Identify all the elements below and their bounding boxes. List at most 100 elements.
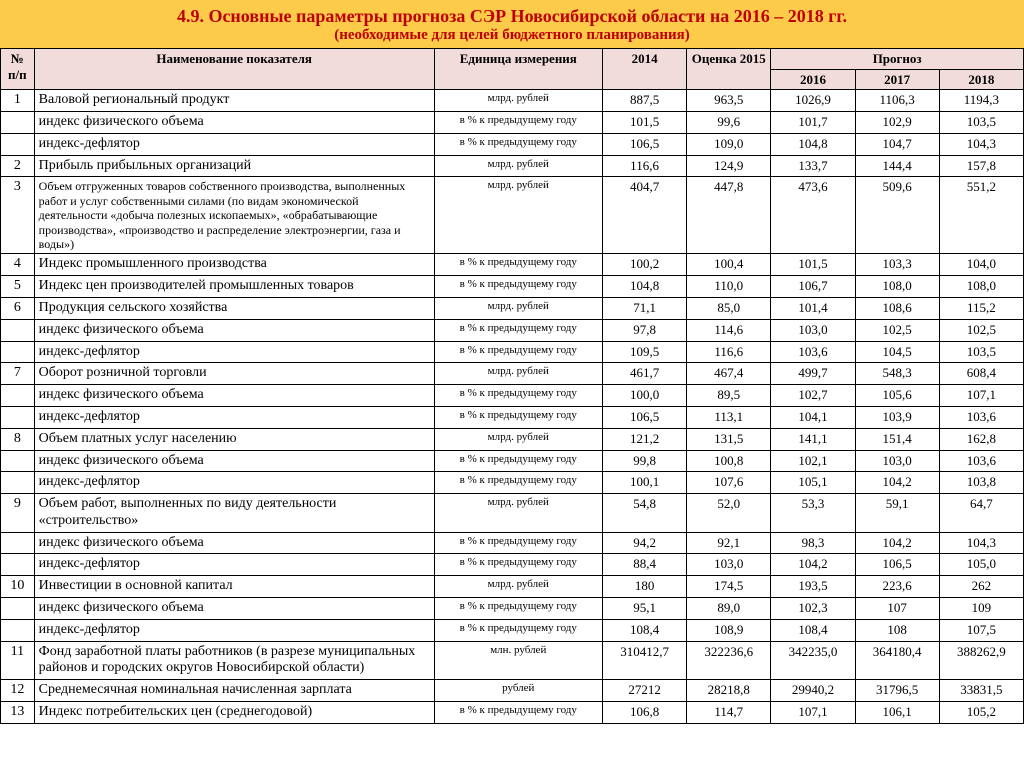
value-cell: 110,0 (687, 276, 771, 298)
indicator-name: Продукция сельского хозяйства (34, 297, 434, 319)
value-cell: 71,1 (602, 297, 686, 319)
col-2014: 2014 (602, 49, 686, 90)
table-row: 4Индекс промышленного производствав % к … (1, 254, 1024, 276)
indicator-name: индекс-дефлятор (34, 406, 434, 428)
value-cell: 104,8 (602, 276, 686, 298)
unit-cell: в % к предыдущему году (434, 598, 602, 620)
row-number (1, 406, 35, 428)
col-unit: Единица измерения (434, 49, 602, 90)
row-number (1, 598, 35, 620)
value-cell: 223,6 (855, 576, 939, 598)
value-cell: 103,9 (855, 406, 939, 428)
indicator-name: индекс-дефлятор (34, 133, 434, 155)
row-number (1, 133, 35, 155)
value-cell: 100,0 (602, 385, 686, 407)
value-cell: 467,4 (687, 363, 771, 385)
unit-cell: млрд. рублей (434, 155, 602, 177)
row-number (1, 450, 35, 472)
value-cell: 107,1 (939, 385, 1023, 407)
indicator-name: индекс-дефлятор (34, 341, 434, 363)
value-cell: 106,7 (771, 276, 855, 298)
unit-cell: в % к предыдущему году (434, 341, 602, 363)
value-cell: 104,2 (771, 554, 855, 576)
row-number: 13 (1, 702, 35, 724)
indicator-name: Среднемесячная номинальная начисленная з… (34, 680, 434, 702)
value-cell: 447,8 (687, 177, 771, 254)
value-cell: 101,4 (771, 297, 855, 319)
table-row: 6Продукция сельского хозяйствамлрд. рубл… (1, 297, 1024, 319)
value-cell: 101,5 (771, 254, 855, 276)
table-row: индекс физического объемав % к предыдуще… (1, 598, 1024, 620)
value-cell: 103,8 (939, 472, 1023, 494)
value-cell: 105,6 (855, 385, 939, 407)
value-cell: 608,4 (939, 363, 1023, 385)
table-row: индекс физического объемав % к предыдуще… (1, 532, 1024, 554)
value-cell: 101,5 (602, 111, 686, 133)
row-number (1, 619, 35, 641)
indicator-name: Оборот розничной торговли (34, 363, 434, 385)
value-cell: 151,4 (855, 428, 939, 450)
value-cell: 88,4 (602, 554, 686, 576)
indicator-name: индекс физического объема (34, 111, 434, 133)
row-number (1, 472, 35, 494)
unit-cell: млн. рублей (434, 641, 602, 680)
value-cell: 102,1 (771, 450, 855, 472)
value-cell: 103,6 (939, 406, 1023, 428)
value-cell: 113,1 (687, 406, 771, 428)
value-cell: 104,5 (855, 341, 939, 363)
indicator-name: индекс физического объема (34, 532, 434, 554)
unit-cell: в % к предыдущему году (434, 385, 602, 407)
page-header: 4.9. Основные параметры прогноза СЭР Нов… (0, 0, 1024, 48)
table-row: индекс-дефляторв % к предыдущему году88,… (1, 554, 1024, 576)
value-cell: 887,5 (602, 90, 686, 112)
value-cell: 108,4 (602, 619, 686, 641)
value-cell: 89,0 (687, 598, 771, 620)
col-2017: 2017 (855, 69, 939, 90)
value-cell: 548,3 (855, 363, 939, 385)
table-row: индекс-дефляторв % к предыдущему году100… (1, 472, 1024, 494)
value-cell: 99,6 (687, 111, 771, 133)
unit-cell: в % к предыдущему году (434, 133, 602, 155)
row-number: 5 (1, 276, 35, 298)
col-2018: 2018 (939, 69, 1023, 90)
row-number (1, 111, 35, 133)
value-cell: 364180,4 (855, 641, 939, 680)
value-cell: 103,5 (939, 341, 1023, 363)
indicator-name: Объем платных услуг населению (34, 428, 434, 450)
value-cell: 1026,9 (771, 90, 855, 112)
unit-cell: в % к предыдущему году (434, 276, 602, 298)
indicator-name: Объем работ, выполненных по виду деятель… (34, 494, 434, 533)
table-row: 3Объем отгруженных товаров собственного … (1, 177, 1024, 254)
table-row: 9Объем работ, выполненных по виду деятел… (1, 494, 1024, 533)
value-cell: 59,1 (855, 494, 939, 533)
col-2016: 2016 (771, 69, 855, 90)
value-cell: 101,7 (771, 111, 855, 133)
value-cell: 157,8 (939, 155, 1023, 177)
table-row: 5Индекс цен производителей промышленных … (1, 276, 1024, 298)
value-cell: 162,8 (939, 428, 1023, 450)
value-cell: 262 (939, 576, 1023, 598)
row-number: 10 (1, 576, 35, 598)
table-row: 1Валовой региональный продуктмлрд. рубле… (1, 90, 1024, 112)
value-cell: 322236,6 (687, 641, 771, 680)
table-header: № п/п Наименование показателя Единица из… (1, 49, 1024, 90)
value-cell: 133,7 (771, 155, 855, 177)
value-cell: 115,2 (939, 297, 1023, 319)
value-cell: 54,8 (602, 494, 686, 533)
table-row: индекс физического объемав % к предыдуще… (1, 319, 1024, 341)
value-cell: 124,9 (687, 155, 771, 177)
unit-cell: рублей (434, 680, 602, 702)
indicator-name: индекс-дефлятор (34, 554, 434, 576)
value-cell: 141,1 (771, 428, 855, 450)
unit-cell: млрд. рублей (434, 363, 602, 385)
value-cell: 121,2 (602, 428, 686, 450)
value-cell: 116,6 (602, 155, 686, 177)
value-cell: 461,7 (602, 363, 686, 385)
value-cell: 103,0 (771, 319, 855, 341)
value-cell: 342235,0 (771, 641, 855, 680)
row-number: 11 (1, 641, 35, 680)
value-cell: 109,0 (687, 133, 771, 155)
row-number (1, 554, 35, 576)
row-number (1, 385, 35, 407)
value-cell: 64,7 (939, 494, 1023, 533)
